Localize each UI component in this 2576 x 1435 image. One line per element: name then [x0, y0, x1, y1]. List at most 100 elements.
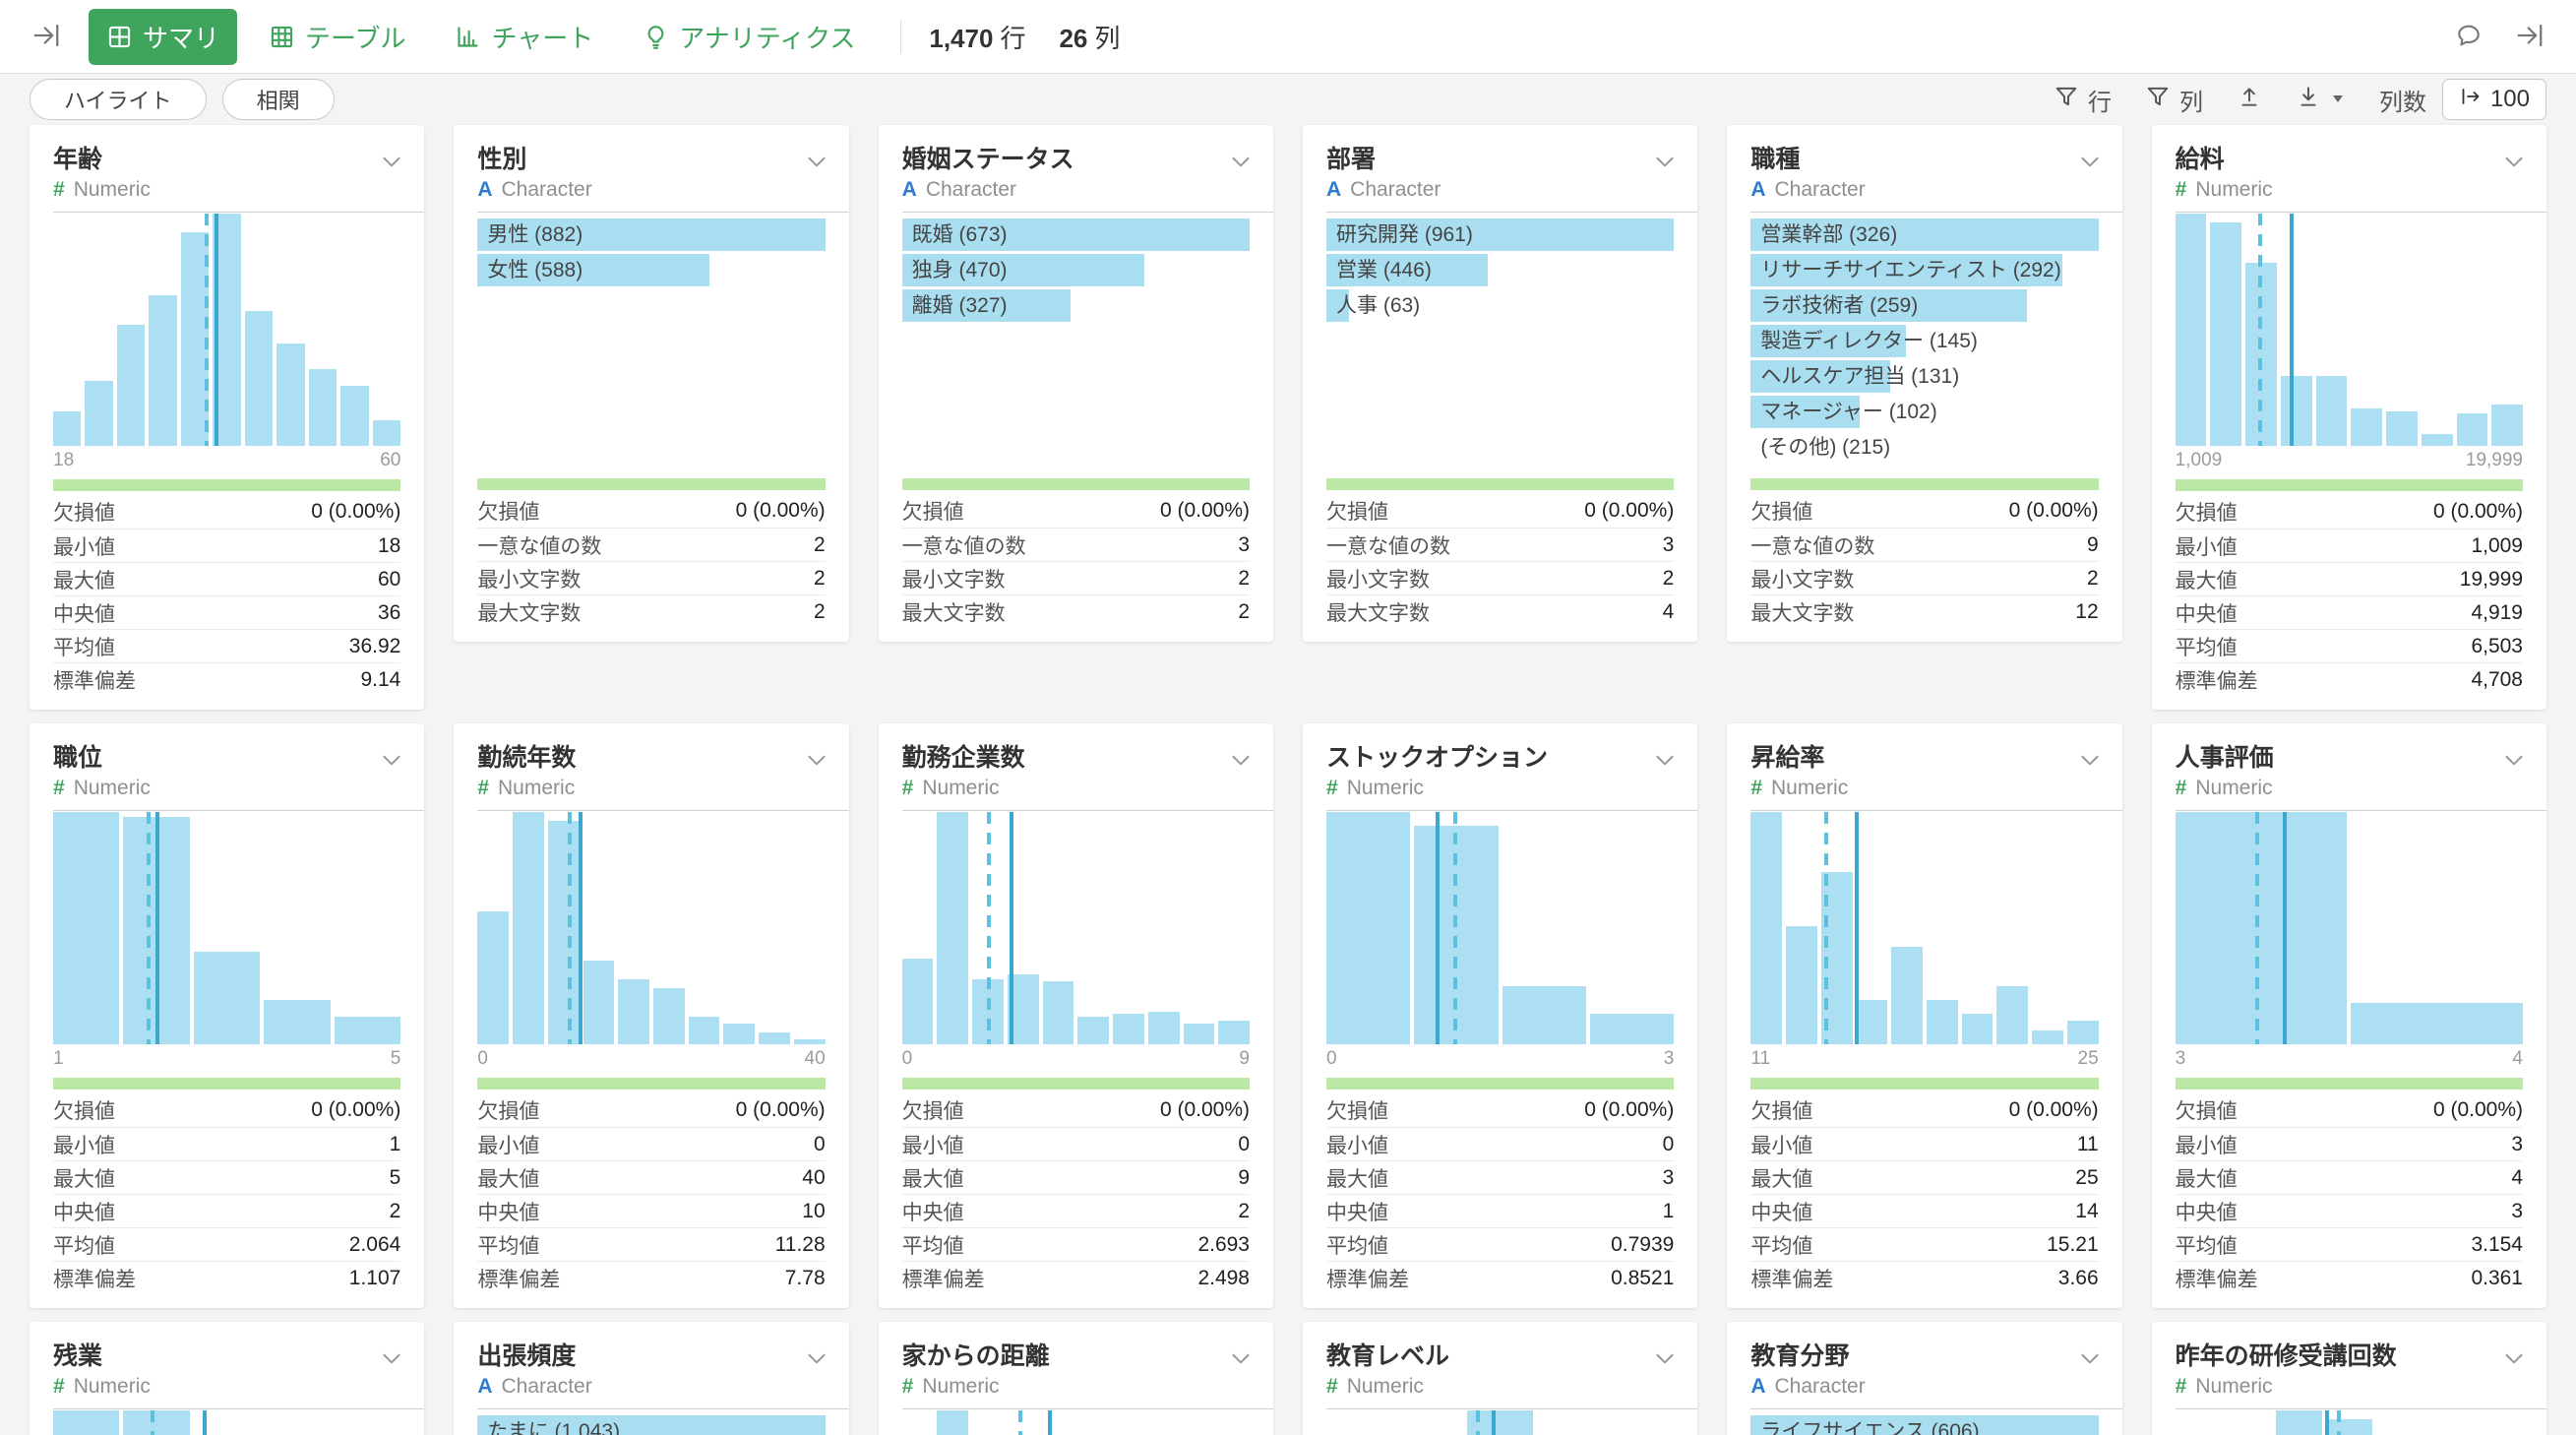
hist-bar[interactable] [2032, 1029, 2063, 1044]
tab-analytics[interactable]: アナリティクス [625, 9, 873, 65]
hist-bar[interactable] [116, 325, 146, 446]
hist-bar[interactable] [149, 294, 177, 446]
hist-bar[interactable] [2275, 1410, 2322, 1435]
category-row[interactable]: たまに (1,043) [477, 1415, 826, 1435]
hist-bar[interactable] [1961, 1014, 1993, 1044]
hist-bar[interactable] [2456, 412, 2488, 446]
hist-bar[interactable] [2351, 408, 2383, 446]
category-row[interactable]: ヘルスケア担当 (131) [1750, 360, 2098, 393]
hist-bar[interactable] [1077, 1016, 1110, 1044]
category-row[interactable]: 研究開発 (961) [1326, 218, 1675, 251]
hist-bar[interactable] [2066, 1021, 2099, 1044]
hist-bar[interactable] [901, 958, 934, 1044]
chevron-down-icon[interactable] [2501, 149, 2527, 179]
comment-button[interactable] [2448, 15, 2489, 59]
hist-bar[interactable] [1786, 925, 1817, 1044]
hist-bar[interactable] [276, 343, 305, 446]
sort-desc-button[interactable] [2296, 84, 2346, 116]
category-row[interactable]: 男性 (882) [477, 218, 826, 251]
category-row[interactable]: 離婚 (327) [901, 289, 1250, 322]
chevron-down-icon[interactable] [1652, 149, 1678, 179]
chevron-down-icon[interactable] [379, 1345, 404, 1376]
hist-bar[interactable] [2491, 404, 2523, 446]
chevron-down-icon[interactable] [804, 149, 829, 179]
chevron-down-icon[interactable] [1652, 1345, 1678, 1376]
hist-bar[interactable] [937, 1410, 969, 1435]
hist-bar[interactable] [2315, 376, 2348, 446]
hist-bar[interactable] [2325, 1419, 2372, 1435]
hist-bar[interactable] [1113, 1014, 1144, 1044]
category-row[interactable]: 営業 (446) [1326, 254, 1674, 286]
hist-bar[interactable] [1326, 812, 1411, 1044]
chevron-down-icon[interactable] [2077, 747, 2103, 778]
hist-bar[interactable] [2386, 410, 2418, 446]
hist-bar[interactable] [340, 385, 369, 446]
hist-bar[interactable] [937, 812, 969, 1044]
hist-bar[interactable] [193, 951, 261, 1044]
hist-bar[interactable] [2280, 376, 2312, 446]
hist-bar[interactable] [723, 1023, 756, 1044]
hist-bar[interactable] [2175, 812, 2348, 1044]
category-row[interactable]: 製造ディレクター (145) [1750, 325, 2098, 357]
filter-cols-button[interactable]: 列 [2145, 83, 2203, 117]
hist-bar[interactable] [1218, 1021, 1250, 1044]
tab-chart[interactable]: チャート [437, 9, 611, 65]
hist-bar[interactable] [2421, 434, 2453, 446]
chevron-down-icon[interactable] [2501, 747, 2527, 778]
highlight-button[interactable]: ハイライト [30, 79, 207, 120]
hist-bar[interactable] [618, 978, 649, 1044]
hist-bar[interactable] [1589, 1014, 1675, 1044]
chevron-down-icon[interactable] [2501, 1345, 2527, 1376]
hist-bar[interactable] [1502, 986, 1586, 1044]
hist-bar[interactable] [547, 821, 580, 1044]
hist-bar[interactable] [1996, 986, 2029, 1044]
hist-bar[interactable] [759, 1032, 790, 1044]
hist-bar[interactable] [1147, 1011, 1180, 1044]
category-row[interactable]: (その他) (215) [1750, 431, 2098, 464]
chevron-down-icon[interactable] [2077, 149, 2103, 179]
hist-bar[interactable] [653, 988, 685, 1044]
sort-asc-button[interactable] [2237, 84, 2262, 116]
hist-bar[interactable] [1750, 812, 1783, 1044]
hist-bar[interactable] [308, 369, 337, 446]
category-row[interactable]: 既婚 (673) [901, 218, 1250, 251]
hist-bar[interactable] [53, 812, 120, 1044]
chevron-down-icon[interactable] [1228, 1345, 1254, 1376]
category-row[interactable]: 人事 (63) [1326, 289, 1674, 322]
columns-limit-button[interactable]: 100 [2441, 79, 2546, 120]
hist-bar[interactable] [123, 1410, 190, 1435]
chevron-down-icon[interactable] [1652, 747, 1678, 778]
chevron-down-icon[interactable] [1228, 747, 1254, 778]
hist-bar[interactable] [793, 1039, 826, 1044]
category-row[interactable]: 独身 (470) [901, 254, 1250, 286]
hist-bar[interactable] [2175, 214, 2207, 446]
hist-bar[interactable] [334, 1016, 401, 1044]
hist-bar[interactable] [1856, 1000, 1888, 1044]
collapse-left-panel-button[interactable] [26, 15, 67, 59]
hist-bar[interactable] [244, 311, 274, 446]
hist-bar[interactable] [1891, 946, 1923, 1044]
tab-table[interactable]: テーブル [251, 9, 423, 65]
hist-bar[interactable] [477, 911, 510, 1044]
hist-bar[interactable] [513, 812, 544, 1044]
hist-bar[interactable] [688, 1016, 720, 1044]
category-row[interactable]: 女性 (588) [477, 254, 825, 286]
hist-bar[interactable] [180, 231, 210, 446]
category-row[interactable]: リサーチサイエンティスト (292) [1750, 254, 2098, 286]
tab-summary[interactable]: サマリ [89, 8, 238, 65]
chevron-down-icon[interactable] [379, 747, 404, 778]
chevron-down-icon[interactable] [804, 747, 829, 778]
hist-bar[interactable] [85, 380, 113, 446]
hist-bar[interactable] [2210, 222, 2242, 446]
category-row[interactable]: マネージャー (102) [1750, 396, 2098, 428]
hist-bar[interactable] [53, 1410, 120, 1435]
hist-bar[interactable] [1927, 1000, 1958, 1044]
hist-bar[interactable] [264, 1000, 331, 1044]
hist-bar[interactable] [1042, 981, 1074, 1044]
hist-bar[interactable] [53, 410, 82, 446]
chevron-down-icon[interactable] [2077, 1345, 2103, 1376]
chevron-down-icon[interactable] [804, 1345, 829, 1376]
hist-bar[interactable] [583, 961, 615, 1044]
chevron-down-icon[interactable] [1228, 149, 1254, 179]
hist-bar[interactable] [1183, 1023, 1215, 1044]
